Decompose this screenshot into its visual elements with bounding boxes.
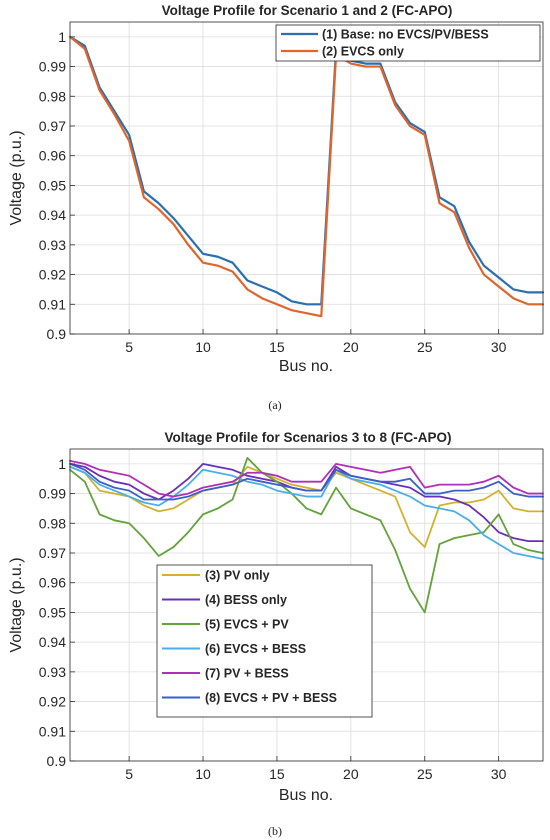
chart-b-series-line-3 — [69, 457, 544, 614]
chart-b-y-tick-label: 0.96 — [39, 575, 66, 591]
chart-a-x-tick-label: 5 — [125, 339, 133, 355]
chart-a-y-tick-label: 0.93 — [39, 237, 66, 253]
chart-b-x-tick-label: 20 — [343, 766, 359, 782]
chart-b-legend-label-evcs-pv-bess: (8) EVCS + PV + BESS — [205, 691, 337, 705]
chart-a-y-tick-label: 0.97 — [39, 118, 66, 134]
chart-b-x-tick-label: 15 — [269, 766, 285, 782]
chart-a-x-tick-label: 20 — [343, 339, 359, 355]
chart-b-ticks: 0.9 0.91 0.92 0.93 0.94 0.95 0.96 0.97 0.98 0.99 1… — [39, 456, 507, 782]
chart-a-y-tick-label: 0.92 — [39, 267, 66, 283]
chart-a: Voltage Profile for Scenario 1 and 2 (FC… — [8, 3, 545, 412]
chart-a-y-tick-label: 0.94 — [39, 207, 66, 223]
chart-b-y-tick-label: 0.94 — [39, 634, 66, 650]
chart-a-title: Voltage Profile for Scenario 1 and 2 (FC… — [162, 3, 453, 18]
chart-a-y-tick-label: 0.95 — [39, 177, 66, 193]
chart-a-legend: (1) Base: no EVCS/PV/BESS (2) EVCS only — [275, 24, 541, 62]
chart-b-x-axis-label: Bus no. — [279, 787, 333, 804]
chart-a-x-tick-label: 30 — [491, 339, 507, 355]
chart-a-y-axis-label: Voltage (p.u.) — [8, 130, 25, 225]
chart-a-legend-box — [275, 24, 541, 62]
chart-a-y-tick-label: 0.98 — [39, 88, 66, 104]
chart-a-series-line-2 — [68, 35, 545, 318]
chart-b-legend: (3) PV only (4) BESS only (5) EVCS + PV … — [156, 564, 373, 718]
chart-b-series-line-5 — [69, 459, 544, 498]
chart-b-y-tick-label: 0.9 — [47, 753, 67, 769]
chart-a-y-tick-label: 0.96 — [39, 148, 66, 164]
chart-a-legend-label-evcs: (2) EVCS only — [322, 45, 404, 59]
chart-b-y-tick-label: 0.91 — [39, 723, 66, 739]
chart-a-x-tick-label: 25 — [417, 339, 433, 355]
chart-b-legend-box — [156, 564, 373, 718]
chart-a-caption: (a) — [268, 398, 281, 412]
chart-a-series-lines — [68, 35, 545, 318]
chart-b-caption: (b) — [268, 824, 282, 838]
chart-b-series-lines — [69, 457, 544, 614]
chart-b-legend-label-evcs-bess: (6) EVCS + BESS — [205, 642, 306, 656]
chart-a-y-tick-label: 1 — [58, 29, 66, 45]
chart-b-title: Voltage Profile for Scenarios 3 to 8 (FC… — [164, 430, 451, 445]
chart-b-legend-label-pv-bess: (7) PV + BESS — [205, 667, 289, 681]
chart-b-plot-border — [69, 448, 544, 762]
chart-b: Voltage Profile for Scenarios 3 to 8 (FC… — [8, 430, 544, 838]
chart-b-y-tick-label: 1 — [58, 456, 66, 472]
chart-b-series-line-4 — [69, 465, 544, 560]
chart-b-y-axis-label: Voltage (p.u.) — [8, 557, 25, 652]
chart-a-x-tick-label: 10 — [195, 339, 211, 355]
chart-b-y-tick-label: 0.98 — [39, 515, 66, 531]
chart-a-legend-label-base: (1) Base: no EVCS/PV/BESS — [322, 28, 489, 42]
chart-b-y-tick-label: 0.99 — [39, 486, 66, 502]
chart-b-legend-label-evcs-pv: (5) EVCS + PV — [205, 618, 289, 632]
chart-b-legend-label-bess: (4) BESS only — [205, 593, 287, 607]
chart-b-x-tick-label: 25 — [417, 766, 433, 782]
chart-b-y-tick-label: 0.93 — [39, 664, 66, 680]
chart-a-y-tick-label: 0.91 — [39, 296, 66, 312]
chart-b-legend-label-pv: (3) PV only — [205, 569, 270, 583]
chart-a-plot-border — [69, 21, 544, 335]
chart-b-x-tick-label: 10 — [195, 766, 211, 782]
chart-a-y-tick-label: 0.9 — [47, 326, 67, 342]
chart-b-y-tick-label: 0.95 — [39, 604, 66, 620]
chart-a-grid — [70, 22, 543, 335]
chart-a-ticks: 0.9 0.91 0.92 0.93 0.94 0.95 0.96 0.97 0.98 0.99 1… — [39, 29, 507, 355]
chart-b-y-tick-label: 0.97 — [39, 545, 66, 561]
chart-a-series-line-1 — [68, 35, 545, 306]
chart-a-x-tick-label: 15 — [269, 339, 285, 355]
chart-b-series-line-1 — [69, 465, 544, 548]
chart-b-x-tick-label: 30 — [491, 766, 507, 782]
chart-a-plot-area — [70, 22, 543, 334]
chart-b-y-tick-label: 0.92 — [39, 694, 66, 710]
chart-b-series-line-6 — [69, 462, 544, 501]
chart-a-y-tick-label: 0.99 — [39, 59, 66, 75]
chart-b-x-tick-label: 5 — [125, 766, 133, 782]
chart-a-x-axis-label: Bus no. — [279, 358, 333, 375]
